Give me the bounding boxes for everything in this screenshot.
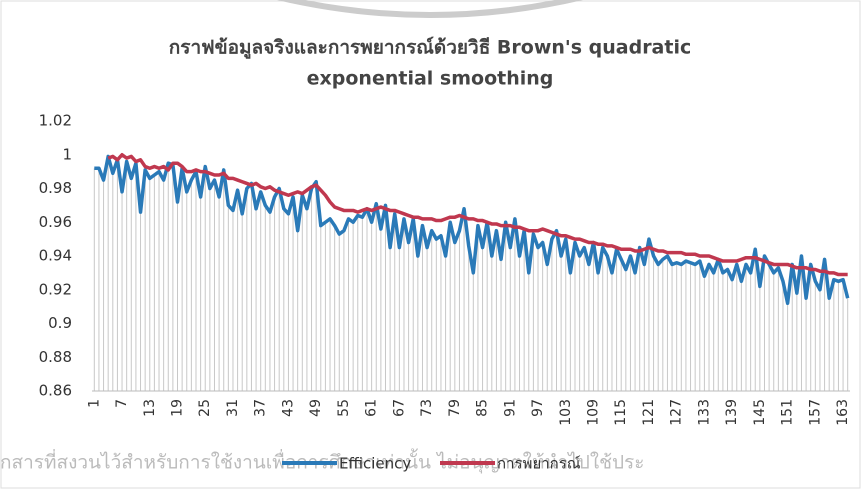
chart-title: exponential smoothing <box>307 68 554 90</box>
y-tick-label: 0.94 <box>39 247 72 265</box>
x-tick-label: 31 <box>225 399 241 417</box>
x-tick-label: 103 <box>558 399 574 426</box>
x-tick-label: 55 <box>336 399 352 417</box>
series-line <box>107 153 848 277</box>
x-tick-label: 163 <box>835 399 851 426</box>
x-tick-label: 115 <box>613 399 629 426</box>
x-tick-label: 109 <box>585 399 601 426</box>
x-tick-label: 61 <box>364 399 380 417</box>
x-tick-label: 91 <box>502 399 518 417</box>
x-tick-label: 67 <box>391 399 407 417</box>
legend-label: การพยากรณ์ <box>497 455 581 473</box>
x-tick-label: 151 <box>780 399 796 426</box>
x-tick-label: 79 <box>447 399 463 417</box>
y-tick-label: 0.92 <box>39 280 72 298</box>
y-tick-label: 0.88 <box>39 348 72 366</box>
x-tick-label: 145 <box>752 399 768 426</box>
x-tick-label: 127 <box>669 399 685 426</box>
x-tick-label: 13 <box>142 399 158 417</box>
x-tick-label: 25 <box>197 399 213 417</box>
y-tick-label: 0.98 <box>39 179 72 197</box>
x-tick-label: 139 <box>724 399 740 426</box>
x-tick-label: 85 <box>475 399 491 417</box>
x-tick-label: 97 <box>530 399 546 417</box>
y-tick-label: 1 <box>62 145 72 163</box>
x-tick-label: 73 <box>419 399 435 417</box>
y-tick-label: 0.86 <box>39 382 72 400</box>
x-tick-label: 49 <box>308 399 324 417</box>
y-tick-label: 1.02 <box>39 112 72 130</box>
chart-title: กราฟข้อมูลจริงและการพยากรณ์ด้วยวิธี Brow… <box>169 37 692 60</box>
x-tick-label: 19 <box>170 399 186 417</box>
watermark-arc <box>277 0 583 18</box>
legend-label: Efficiency <box>339 455 411 473</box>
x-tick-label: 121 <box>641 399 657 426</box>
y-tick-label: 0.96 <box>39 213 72 231</box>
x-tick-label: 37 <box>253 399 269 417</box>
series-line <box>94 154 850 305</box>
x-tick-label: 7 <box>114 399 130 408</box>
x-tick-label: 157 <box>807 399 823 426</box>
x-tick-label: 133 <box>696 399 712 426</box>
x-tick-label: 43 <box>280 399 296 417</box>
y-tick-label: 0.9 <box>48 314 72 332</box>
x-tick-label: 1 <box>86 399 102 408</box>
